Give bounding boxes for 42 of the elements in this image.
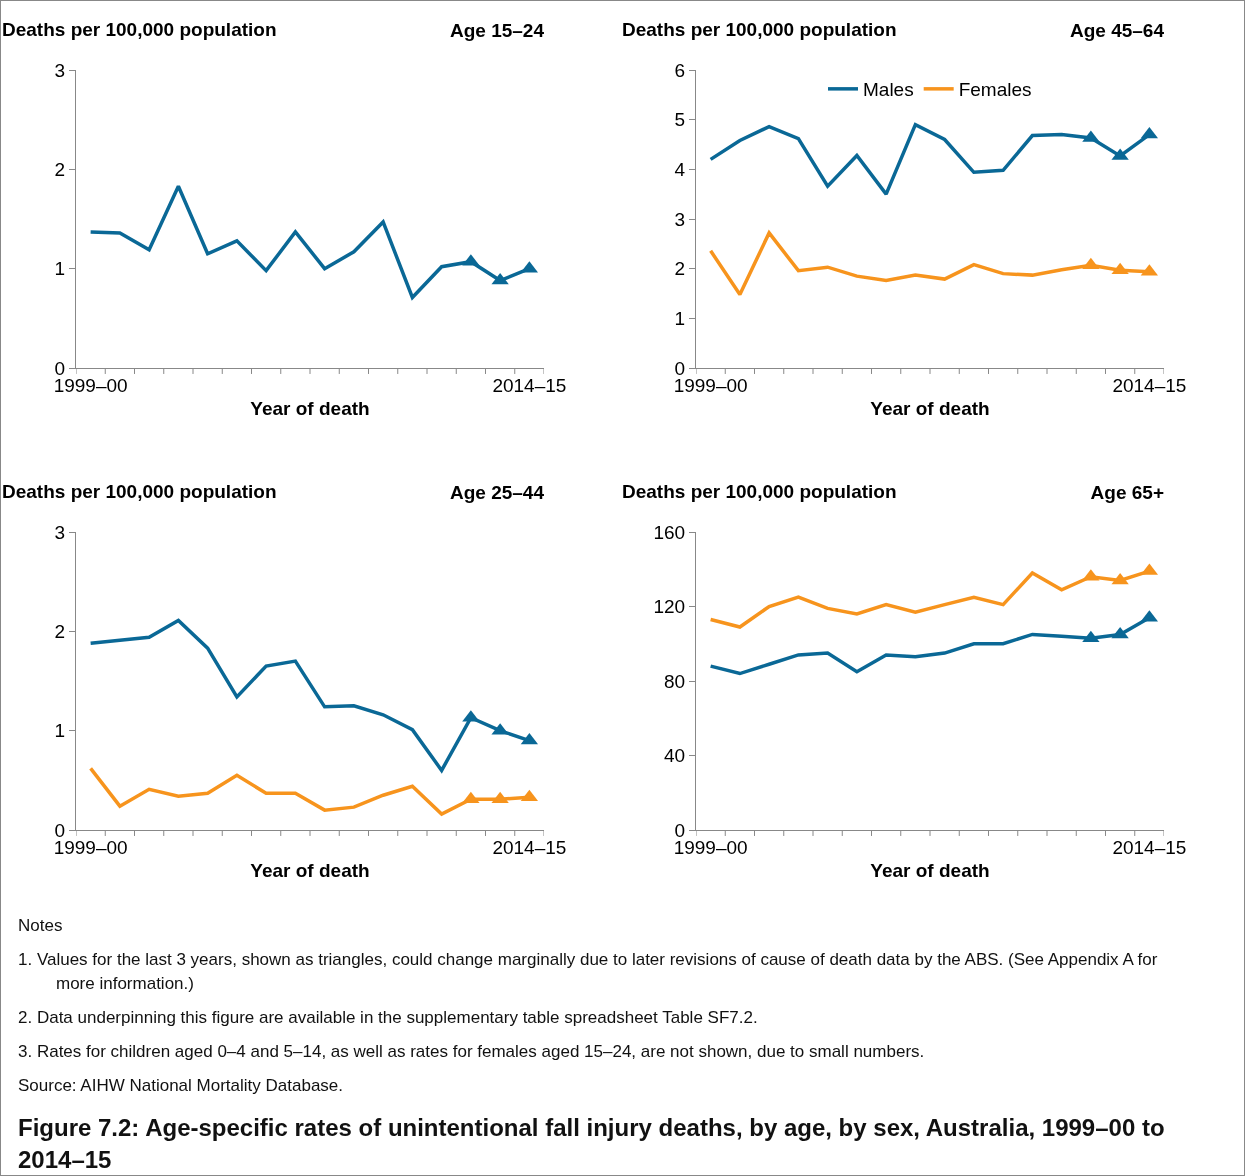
y-tick-label: 1 (54, 720, 66, 742)
point (1111, 572, 1129, 585)
chart-title: Age 45–64 (1069, 19, 1165, 41)
chart-title: Age 15–24 (449, 19, 545, 41)
y-axis-title: Deaths per 100,000 population (2, 481, 277, 502)
y-tick-label: 2 (54, 158, 66, 180)
y-tick-label: 3 (54, 521, 66, 543)
y-tick-label: 3 (674, 208, 686, 230)
text: Notes (18, 915, 64, 937)
x-tick-label: 2014–15 (1112, 374, 1187, 396)
source-note: Source: AIHW National Mortality Database. (18, 1075, 345, 1097)
y-tick-label: 40 (664, 745, 686, 767)
x-tick-label: 2014–15 (492, 374, 567, 396)
x-tick-label: 2014–15 (1112, 836, 1187, 858)
x-axis-title: Year of death (250, 397, 370, 419)
text: 1. Values for the last 3 years, shown as triangles, could change marginally due to later revisions of cause of death data by the ABS. (See Appendix A for more information.) (18, 949, 1159, 995)
y-tick-label: 120 (653, 596, 686, 618)
chart-title: Age 65+ (1090, 481, 1164, 503)
y-tick-label: 5 (674, 109, 686, 131)
legend-label: Males (863, 79, 914, 101)
legend-label: Females (958, 79, 1032, 101)
text: 2. Data underpinning this figure are available in the supplementary table spreadsheet Table SF7.2. (18, 1007, 759, 1029)
x-axis-title: Year of death (870, 397, 990, 419)
y-tick-label: 160 (653, 521, 686, 543)
text: 3. Rates for children aged 0–4 and 5–14, as well as rates for females aged 15–24, are not shown, due to small numbers. (18, 1041, 926, 1063)
y-tick-label: 6 (674, 59, 686, 81)
x-axis-title: Year of death (870, 859, 990, 881)
y-tick-label: 4 (674, 158, 686, 180)
y-axis-title: Deaths per 100,000 population (622, 481, 897, 502)
x-tick-label: 2014–15 (492, 836, 567, 858)
y-tick-label: 1 (54, 258, 66, 280)
text: Figure 7.2: Age-specific rates of unintentional fall injury deaths, by age, by sex, Australia, 1999–00 to 2014–15 (18, 1113, 1166, 1175)
x-axis-title: Year of death (250, 859, 370, 881)
y-tick-label: 3 (54, 59, 66, 81)
y-tick-label: 2 (54, 620, 66, 642)
y-tick-label: 2 (674, 258, 686, 280)
y-axis-title: Deaths per 100,000 population (2, 19, 277, 40)
y-tick-label: 80 (664, 670, 686, 692)
y-tick-label: 1 (674, 307, 686, 329)
y-axis-title: Deaths per 100,000 population (622, 19, 897, 40)
chart-title: Age 25–44 (449, 481, 545, 503)
point (1111, 626, 1129, 639)
